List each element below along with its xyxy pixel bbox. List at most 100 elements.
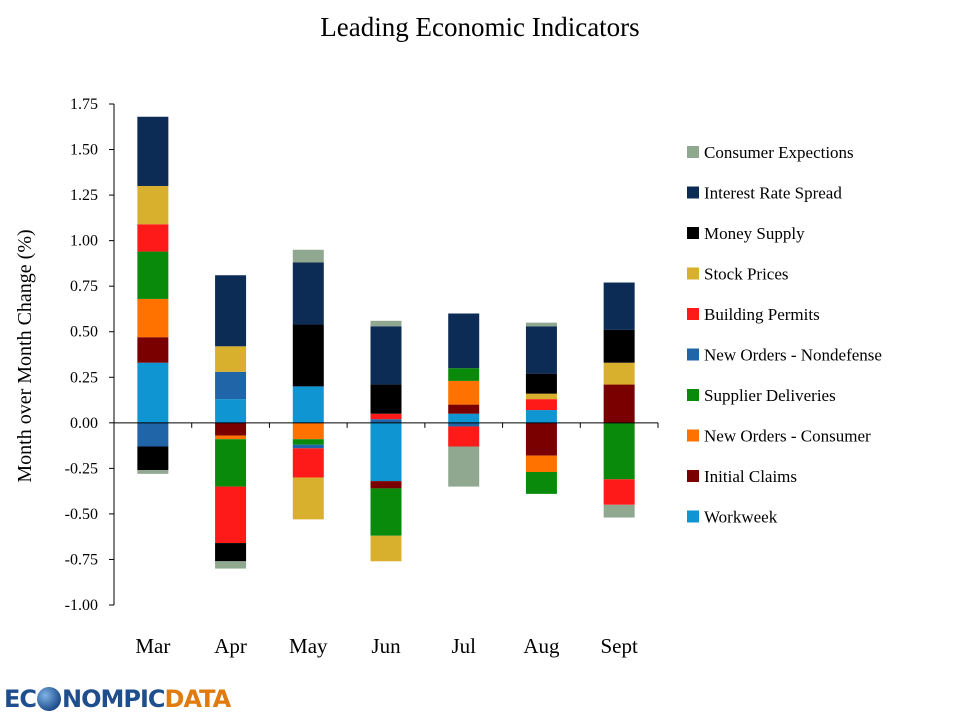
legend-swatch xyxy=(687,308,699,320)
y-axis-title: Month over Month Change (%) xyxy=(14,229,36,482)
y-tick-label: -1.00 xyxy=(65,597,98,614)
bar-segment xyxy=(448,422,480,427)
legend-swatch xyxy=(687,389,699,401)
bar-segment xyxy=(525,399,557,411)
legend-label: New Orders - Nondefense xyxy=(704,346,882,365)
legend-swatch xyxy=(687,429,699,442)
bar-segment xyxy=(370,413,402,420)
bar-segment xyxy=(525,322,557,327)
bar-segment xyxy=(215,371,247,400)
bar-segment xyxy=(137,251,169,299)
bar-segment xyxy=(137,185,169,225)
bar-segment xyxy=(215,346,247,372)
legend-label: Supplier Deliveries xyxy=(704,386,836,405)
x-tick-label: Mar xyxy=(135,634,170,658)
bar-segment xyxy=(525,422,557,456)
bar-segment xyxy=(525,455,557,473)
bar-segment xyxy=(137,224,169,252)
logo-text-nompic: NOMPIC xyxy=(62,685,166,713)
bar-segment xyxy=(603,422,635,480)
bar-segment xyxy=(292,448,324,478)
y-tick-label: 1.50 xyxy=(70,142,98,159)
legend-label: New Orders - Consumer xyxy=(704,427,871,446)
chart-title: Leading Economic Indicators xyxy=(320,12,640,42)
bar-segment xyxy=(137,116,169,186)
bar-segment xyxy=(370,419,402,423)
legend-swatch xyxy=(687,470,699,482)
bar-segment xyxy=(137,298,169,338)
bar-segment xyxy=(448,313,480,369)
legend-label: Interest Rate Spread xyxy=(704,184,842,203)
legend-swatch xyxy=(687,267,699,280)
y-tick-label: 1.25 xyxy=(70,187,98,204)
bar-segment xyxy=(215,422,247,436)
x-tick-label: Sept xyxy=(600,634,638,658)
globe-icon xyxy=(37,687,62,711)
legend-label: Consumer Expections xyxy=(704,143,854,162)
bar-segment xyxy=(215,439,247,487)
bar-segment xyxy=(525,472,557,494)
bar-segment xyxy=(370,481,402,489)
bar-segment xyxy=(215,275,247,347)
legend-swatch xyxy=(687,510,699,523)
bar-segment xyxy=(292,439,324,445)
bar-segment xyxy=(137,422,169,447)
bar-segment xyxy=(215,435,247,440)
x-tick-label: Aug xyxy=(523,634,560,658)
x-tick-label: Apr xyxy=(214,634,247,658)
bar-segment xyxy=(370,535,402,562)
y-tick-label: -0.50 xyxy=(65,506,98,523)
y-tick-label: 0.50 xyxy=(70,324,98,341)
bar-segment xyxy=(370,326,402,385)
bar-segment xyxy=(603,384,635,423)
bar-segment xyxy=(448,380,480,405)
bar-segment xyxy=(525,373,557,394)
legend-label: Money Supply xyxy=(704,224,805,243)
legend-label: Initial Claims xyxy=(704,467,797,486)
legend-swatch xyxy=(687,186,699,199)
bar-segment xyxy=(370,384,402,414)
bar-segment xyxy=(292,324,324,387)
bar-segment xyxy=(292,477,324,520)
legend-swatch xyxy=(687,146,699,158)
y-tick-label: 0.00 xyxy=(70,415,98,432)
bar-segment xyxy=(215,561,247,569)
legend-label: Building Permits xyxy=(704,305,820,324)
bar-segment xyxy=(603,329,635,363)
logo-text-ec: EC xyxy=(4,685,37,713)
legend-label: Workweek xyxy=(704,508,778,527)
bar-segment xyxy=(215,543,247,562)
bar-segment xyxy=(525,410,557,423)
bar-segment xyxy=(292,422,324,440)
bar-segment xyxy=(448,404,480,414)
bar-segment xyxy=(370,320,402,327)
bar-segment xyxy=(370,488,402,536)
bar-segment xyxy=(525,393,557,400)
bar-segment xyxy=(448,368,480,381)
bar-segment xyxy=(137,446,169,471)
y-tick-label: 0.25 xyxy=(70,369,98,386)
bar-segment xyxy=(292,386,324,423)
bar-segment xyxy=(525,326,557,374)
bar-segment xyxy=(215,486,247,544)
bar-segment xyxy=(137,362,169,423)
legend-swatch xyxy=(687,227,699,239)
y-tick-label: -0.25 xyxy=(65,460,98,477)
y-tick-label: 0.75 xyxy=(70,278,98,295)
bar-segment xyxy=(448,413,480,423)
bar-segment xyxy=(292,249,324,263)
bar-segment xyxy=(292,262,324,325)
bar-segment xyxy=(292,444,324,449)
bar-segment xyxy=(448,446,480,487)
bar-segment xyxy=(603,479,635,505)
bar-segment xyxy=(448,426,480,447)
economicdata-logo: EC NOMPIC DATA xyxy=(4,684,232,714)
y-tick-label: -0.75 xyxy=(65,551,98,568)
x-tick-label: May xyxy=(289,634,328,658)
bar-segment xyxy=(137,337,169,363)
bar-segment xyxy=(603,282,635,330)
logo-text-data: DATA xyxy=(164,685,232,713)
bar-segment xyxy=(215,399,247,423)
legend-label: Stock Prices xyxy=(704,265,789,284)
x-tick-label: Jul xyxy=(451,634,476,658)
